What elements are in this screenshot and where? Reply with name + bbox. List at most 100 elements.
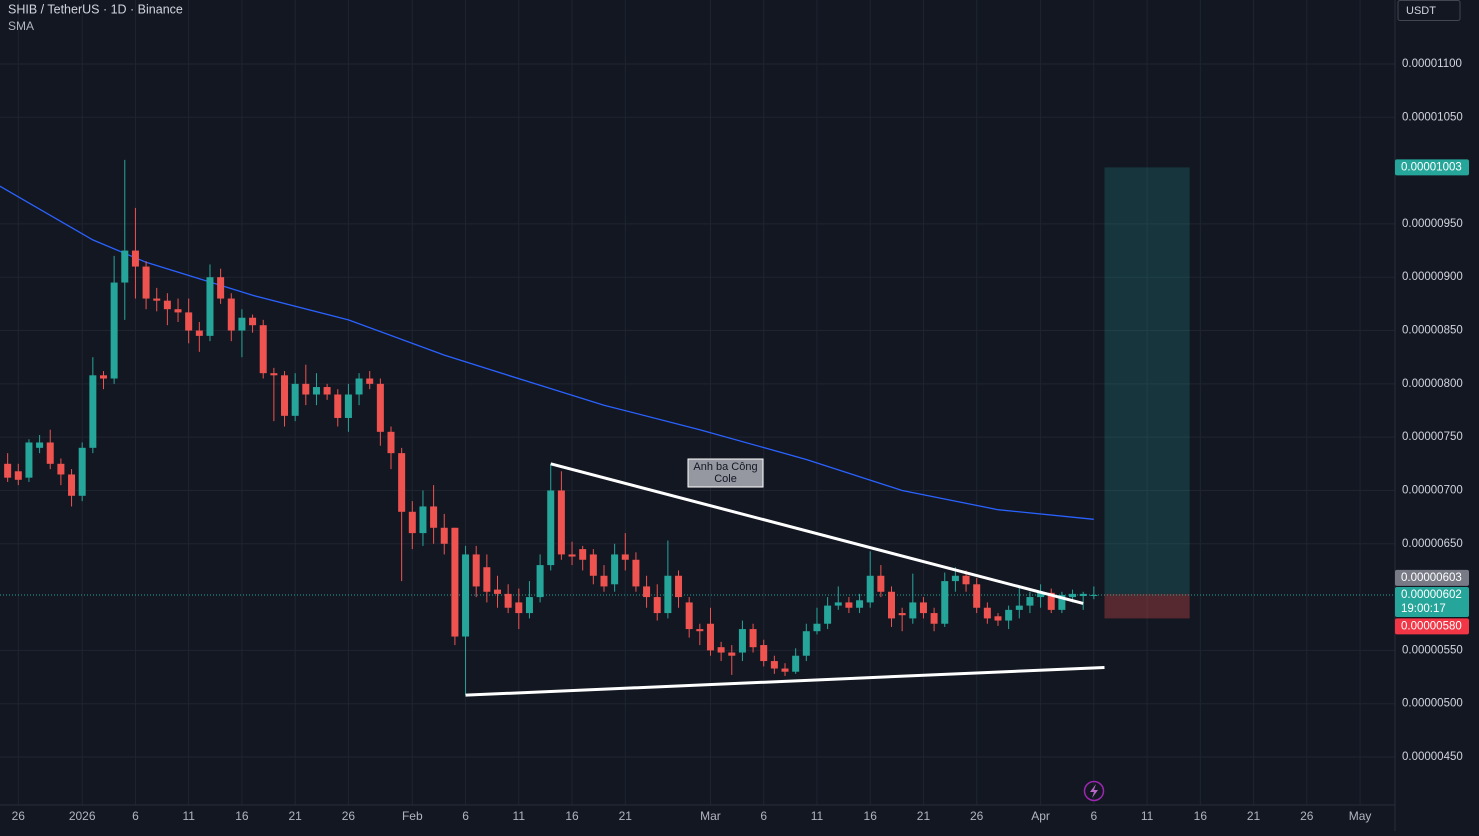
candle-body bbox=[717, 647, 725, 653]
trendline bbox=[465, 665, 1105, 697]
stop-price-tag bbox=[1395, 618, 1469, 635]
candle-body bbox=[525, 597, 533, 614]
trendline bbox=[550, 462, 1084, 605]
candle-body bbox=[355, 378, 363, 395]
candle-body bbox=[962, 575, 970, 585]
annotation-text: Anh ba Công bbox=[693, 461, 757, 473]
candle-body bbox=[675, 575, 683, 598]
candle-body bbox=[366, 378, 374, 384]
stop-price-label: 0.00000580 bbox=[1401, 620, 1462, 632]
candle-body bbox=[611, 554, 619, 585]
candle-body bbox=[440, 527, 448, 544]
x-tick-label: 21 bbox=[917, 809, 931, 823]
y-tick-label: 0.00000650 bbox=[1402, 538, 1463, 550]
candle-body bbox=[430, 506, 438, 528]
candle-body bbox=[163, 300, 171, 310]
y-tick-label: 0.00000950 bbox=[1402, 218, 1463, 230]
candle-body bbox=[46, 442, 54, 464]
y-tick-label: 0.00000900 bbox=[1402, 271, 1463, 283]
candle-body bbox=[696, 629, 704, 632]
candle-body bbox=[706, 623, 714, 651]
candle-body bbox=[898, 613, 906, 616]
candle-body bbox=[376, 383, 384, 432]
candle-body bbox=[408, 511, 416, 534]
candle-body bbox=[249, 317, 257, 326]
candle-body bbox=[78, 447, 86, 496]
candle-body bbox=[1037, 592, 1045, 598]
axes: 26 2026 6 11 16 21 26 Feb 6 11 16 21 Mar 6 11 16 21 26 Apr… bbox=[12, 58, 1469, 823]
candle-body bbox=[334, 394, 342, 418]
x-tick-label: 6 bbox=[462, 809, 469, 823]
candle-body bbox=[153, 298, 161, 301]
candle-body bbox=[185, 312, 193, 331]
candle-body bbox=[919, 602, 927, 614]
candle-body bbox=[941, 581, 949, 624]
candle-body bbox=[270, 373, 278, 376]
candle-body bbox=[238, 317, 246, 331]
candle-body bbox=[206, 277, 214, 336]
replay-icon[interactable] bbox=[1083, 780, 1105, 802]
candle-body bbox=[323, 387, 331, 395]
candle-body bbox=[472, 554, 480, 587]
candle-body bbox=[888, 591, 896, 619]
x-tick-label: 16 bbox=[1194, 809, 1208, 823]
currency[interactable]: USDT bbox=[1406, 5, 1436, 17]
candle-body bbox=[1090, 594, 1098, 596]
candle-body bbox=[259, 325, 267, 374]
x-tick-label: 6 bbox=[132, 809, 139, 823]
candle-body bbox=[813, 623, 821, 632]
currency-box[interactable] bbox=[1397, 0, 1461, 21]
candle-body bbox=[930, 613, 938, 624]
candle-body bbox=[57, 463, 65, 475]
y-tick-label: 0.00000700 bbox=[1402, 484, 1463, 496]
y-tick-label: 0.00000850 bbox=[1402, 325, 1463, 337]
candle-body bbox=[504, 593, 512, 608]
candle-body bbox=[557, 490, 565, 555]
candle-body bbox=[142, 266, 150, 299]
x-tick-label: 11 bbox=[182, 809, 195, 823]
candle-body bbox=[685, 602, 693, 630]
candle-body bbox=[36, 442, 44, 448]
icon-ring[interactable] bbox=[1083, 780, 1105, 802]
x-tick-label: May bbox=[1349, 809, 1372, 823]
indicator-label[interactable]: SMA bbox=[8, 19, 34, 33]
candle-body bbox=[643, 586, 651, 598]
x-tick-label: 21 bbox=[288, 809, 302, 823]
candle-body bbox=[387, 431, 395, 454]
candle-body bbox=[515, 602, 523, 614]
candle-body bbox=[131, 250, 139, 267]
candle-body bbox=[312, 387, 320, 395]
candle-body bbox=[983, 607, 991, 619]
candle-body bbox=[547, 490, 555, 566]
x-tick-label: 11 bbox=[811, 809, 824, 823]
y-tick-label: 0.00001050 bbox=[1402, 111, 1463, 123]
y-tick-label: 0.00001100 bbox=[1402, 58, 1462, 70]
candle-body bbox=[217, 277, 225, 299]
candle-body bbox=[419, 506, 427, 534]
candle-body bbox=[877, 575, 885, 592]
candle-body bbox=[664, 575, 672, 614]
annotation-text: Cole bbox=[714, 473, 737, 485]
candle-body bbox=[834, 602, 842, 606]
candle-body bbox=[462, 554, 470, 637]
candle-body bbox=[483, 567, 491, 592]
candle-body bbox=[227, 298, 235, 331]
candle-body bbox=[89, 375, 97, 448]
candle-body bbox=[25, 442, 33, 478]
candle-body bbox=[600, 575, 608, 587]
y-tick-label: 0.00000550 bbox=[1402, 644, 1463, 656]
candle-body bbox=[951, 575, 959, 582]
x-tick-label: 16 bbox=[565, 809, 579, 823]
candle-body bbox=[621, 554, 629, 560]
last-price-label: 0.00000602 bbox=[1401, 589, 1462, 601]
x-tick-label: 16 bbox=[235, 809, 249, 823]
target-price-label: 0.00001003 bbox=[1401, 161, 1462, 173]
y-tick-label: 0.00000450 bbox=[1402, 751, 1463, 763]
candle-body bbox=[110, 282, 118, 379]
icon-bolt[interactable] bbox=[1090, 784, 1098, 798]
candle-body bbox=[4, 463, 12, 478]
candle-body bbox=[1047, 592, 1055, 610]
y-tick-label: 0.00000500 bbox=[1402, 698, 1463, 710]
candle-body bbox=[291, 383, 299, 416]
